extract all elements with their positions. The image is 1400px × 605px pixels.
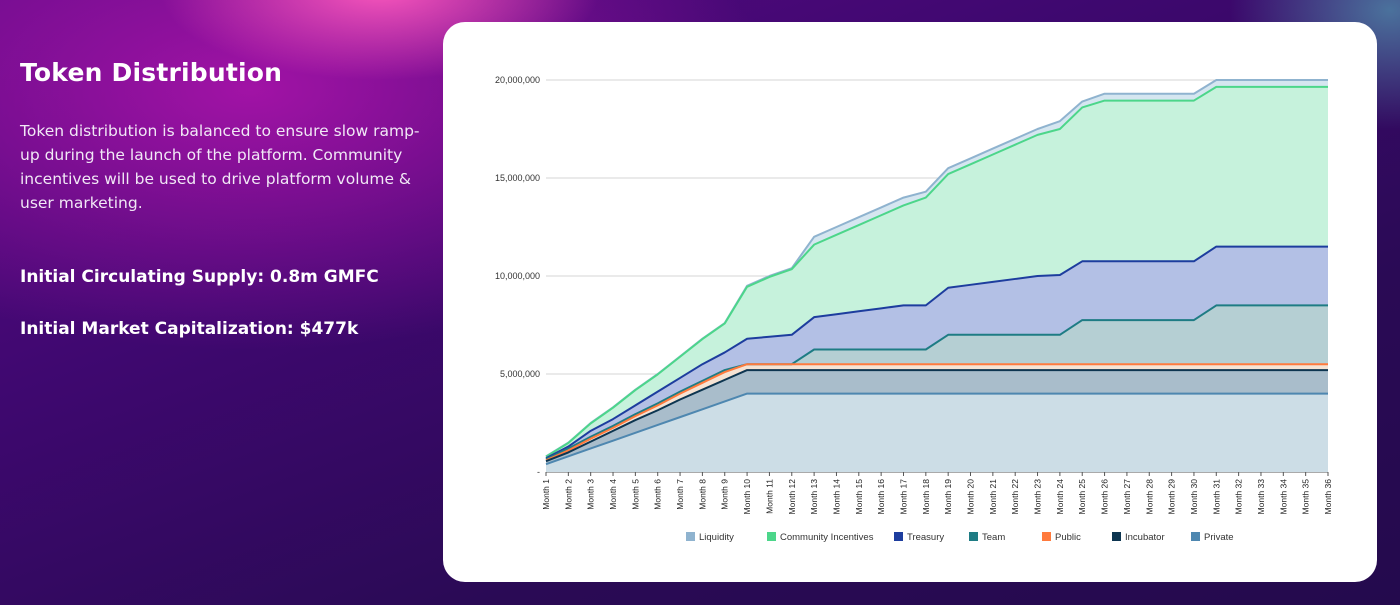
x-tick-label: Month 4 <box>608 479 618 510</box>
line-public <box>545 363 1328 462</box>
x-tick-label: Month 35 <box>1301 479 1311 515</box>
x-tick-label: Month 1 <box>541 479 551 510</box>
line-incubator <box>545 369 1328 463</box>
x-tick-label: Month 27 <box>1122 479 1132 515</box>
x-tick-label: Month 33 <box>1256 479 1266 515</box>
x-tick-label: Month 14 <box>831 479 841 515</box>
line-community-incentives <box>545 85 1328 458</box>
legend-swatch-liquidity <box>686 532 695 541</box>
x-tick-label: Month 8 <box>697 479 707 510</box>
legend-swatch-private <box>1191 532 1200 541</box>
token-distribution-chart: - 5,000,000 10,000,000 15,000,000 20,000,000… <box>495 75 1333 543</box>
x-tick-label: Month 15 <box>854 479 864 515</box>
x-axis: Month 1 Month 2 Month 3 Month 4 Month 5 Month… <box>541 472 1333 514</box>
x-tick-label: Month 18 <box>921 479 931 515</box>
legend-swatch-team <box>969 532 978 541</box>
x-tick-label: Month 17 <box>898 479 908 515</box>
x-tick-label: Month 12 <box>787 479 797 515</box>
x-tick-label: Month 5 <box>630 479 640 510</box>
line-treasury <box>545 245 1328 460</box>
market-cap-stat: Initial Market Capitalization: $477k <box>20 319 359 339</box>
y-tick-label: 5,000,000 <box>500 369 540 379</box>
x-tick-label: Month 2 <box>563 479 573 510</box>
legend-swatch-treasury <box>894 532 903 541</box>
page-title: Token Distribution <box>20 58 283 87</box>
chart-legend: Liquidity Community Incentives Treasury Tea… <box>686 532 1234 543</box>
x-tick-label: Month 32 <box>1234 479 1244 515</box>
x-tick-label: Month 6 <box>653 479 663 510</box>
legend-label-community-incentives: Community Incentives <box>780 532 874 543</box>
description-text: Token distribution is balanced to ensure… <box>20 122 420 212</box>
intro-panel: Token Distribution Token distribution is… <box>20 58 420 339</box>
x-tick-label: Month 26 <box>1100 479 1110 515</box>
line-private <box>545 392 1328 466</box>
x-tick-label: Month 29 <box>1167 479 1177 515</box>
y-tick-label: 10,000,000 <box>495 271 540 281</box>
legend-swatch-community-incentives <box>767 532 776 541</box>
x-tick-label: Month 23 <box>1033 479 1043 515</box>
x-tick-label: Month 21 <box>988 479 998 515</box>
legend-label-team: Team <box>982 532 1005 543</box>
x-tick-label: Month 9 <box>720 479 730 510</box>
series-lines <box>545 79 1328 466</box>
legend-label-public: Public <box>1055 532 1081 543</box>
x-tick-label: Month 16 <box>876 479 886 515</box>
legend-label-treasury: Treasury <box>907 532 944 543</box>
y-tick-label: 15,000,000 <box>495 173 540 183</box>
legend-swatch-incubator <box>1112 532 1121 541</box>
x-tick-label: Month 3 <box>586 479 596 510</box>
x-tick-label: Month 25 <box>1077 479 1087 515</box>
legend-swatch-public <box>1042 532 1051 541</box>
x-tick-label: Month 7 <box>675 479 685 510</box>
x-tick-label: Month 31 <box>1211 479 1221 515</box>
y-tick-label: - <box>537 467 540 477</box>
legend-label-liquidity: Liquidity <box>699 532 734 543</box>
y-tick-label: 20,000,000 <box>495 75 540 85</box>
x-tick-label: Month 34 <box>1278 479 1288 515</box>
x-tick-label: Month 11 <box>764 479 774 514</box>
x-tick-label: Month 24 <box>1055 479 1065 515</box>
legend-label-incubator: Incubator <box>1125 532 1165 543</box>
area-private <box>546 393 1328 472</box>
x-tick-label: Month 13 <box>809 479 819 515</box>
line-team <box>545 304 1328 461</box>
x-tick-label: Month 30 <box>1189 479 1199 515</box>
x-tick-label: Month 22 <box>1010 479 1020 515</box>
x-tick-label: Month 36 <box>1323 479 1333 515</box>
legend-label-private: Private <box>1204 532 1234 543</box>
chart-card: - 5,000,000 10,000,000 15,000,000 20,000,000… <box>443 22 1377 582</box>
x-tick-label: Month 20 <box>966 479 976 515</box>
circulating-supply-stat: Initial Circulating Supply: 0.8m GMFC <box>20 267 379 287</box>
y-axis: - 5,000,000 10,000,000 15,000,000 20,000,000 <box>495 75 540 477</box>
x-tick-label: Month 10 <box>742 479 752 515</box>
x-tick-label: Month 28 <box>1144 479 1154 515</box>
x-tick-label: Month 19 <box>943 479 953 515</box>
